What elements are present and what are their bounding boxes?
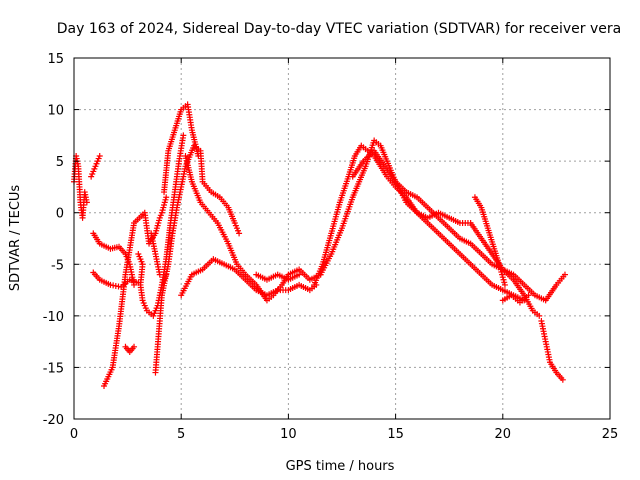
data-point — [156, 271, 163, 278]
chart-title: Day 163 of 2024, Sidereal Day-to-day VTE… — [57, 21, 621, 37]
y-tick-label: -20 — [43, 413, 64, 428]
y-tick-label: 5 — [56, 155, 64, 170]
series-trace2 — [88, 152, 103, 180]
data-point — [83, 199, 90, 206]
series-trace18 — [471, 194, 508, 288]
y-axis-label: SDTVAR / TECUs — [8, 185, 23, 292]
data-point — [501, 281, 508, 288]
series-trace11 — [148, 230, 163, 278]
series-trace19 — [538, 318, 566, 383]
data-point — [180, 132, 187, 139]
axis-ticks: 0 5 10 15 20 25 -20 -15 -10 -5 0 5 10 15 — [43, 52, 619, 442]
y-tick-label: -10 — [43, 310, 64, 325]
x-axis-label: GPS time / hours — [286, 459, 395, 474]
x-tick-label: 10 — [280, 427, 297, 442]
series-trace14 — [253, 271, 303, 283]
x-tick-label: 25 — [602, 427, 619, 442]
x-tick-label: 5 — [177, 427, 185, 442]
series-trace13 — [178, 256, 320, 299]
y-tick-label: 10 — [47, 104, 64, 119]
data-point — [561, 271, 568, 278]
x-tick-label: 15 — [387, 427, 404, 442]
series-trace9 — [158, 132, 187, 288]
y-tick-label: -15 — [43, 361, 64, 376]
series-trace12 — [182, 152, 324, 304]
grid — [74, 58, 610, 419]
data-point — [236, 230, 243, 237]
plot-frame — [73, 57, 611, 420]
data-point — [96, 152, 103, 159]
series-trace4 — [90, 269, 142, 290]
data-point — [163, 194, 170, 201]
y-tick-label: 15 — [47, 52, 64, 67]
data-points — [71, 101, 568, 389]
y-tick-label: -5 — [51, 258, 64, 273]
y-tick-label: 0 — [56, 207, 64, 222]
data-point — [131, 343, 138, 350]
data-point — [559, 376, 566, 383]
series-trace5 — [101, 194, 170, 389]
series-trace10 — [161, 101, 202, 196]
data-point — [296, 271, 303, 278]
data-point — [536, 312, 543, 319]
series-trace17 — [349, 147, 543, 319]
series-trace6 — [122, 343, 138, 355]
data-point — [525, 292, 532, 299]
x-tick-label: 20 — [495, 427, 512, 442]
x-tick-label: 0 — [70, 427, 78, 442]
data-point — [195, 152, 202, 159]
series-trace20 — [499, 292, 532, 306]
